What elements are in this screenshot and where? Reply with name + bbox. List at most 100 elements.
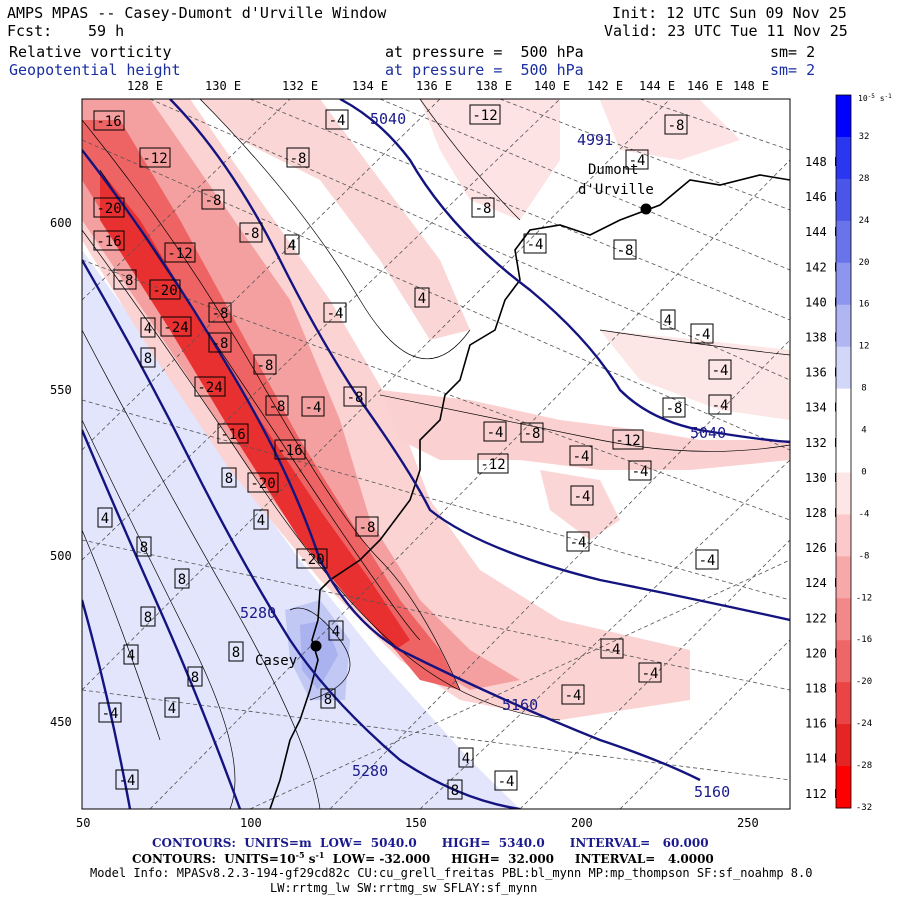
colorbar-swatch	[836, 346, 851, 390]
svg-text:-16: -16	[96, 234, 121, 250]
right-lon-label: 142 E	[805, 260, 841, 274]
colorbar-swatch	[836, 766, 851, 809]
negative-vorticity-ne-band	[600, 330, 790, 420]
init-time: Init: 12 UTC Sun 09 Nov 25	[612, 4, 847, 22]
svg-text:-4: -4	[305, 400, 322, 416]
vorticity-value-label: 8	[136, 536, 152, 557]
negative-vorticity-north-band	[420, 99, 560, 220]
left-y-axis: 600 550 500 450	[50, 216, 72, 729]
vorticity-value-label: 4	[660, 309, 676, 330]
lon-label: 128 E	[127, 79, 163, 93]
vorticity-value-label: -4	[566, 531, 590, 552]
vorticity-value-label: 4	[164, 697, 180, 718]
lon-label: 140 E	[534, 79, 570, 93]
svg-text:-4: -4	[102, 706, 119, 722]
c2-units-sexp: -1	[315, 850, 325, 860]
vorticity-value-label: -4	[523, 233, 547, 254]
vorticity-value-label: -4	[708, 394, 732, 415]
colorbar-label: -20	[856, 677, 872, 687]
right-lon-label: 140 E	[805, 295, 841, 309]
colorbar-label: 32	[859, 132, 870, 142]
svg-text:4: 4	[144, 321, 152, 337]
vorticity-value-label: 8	[174, 568, 190, 589]
svg-text:4: 4	[168, 701, 176, 717]
right-lon-label: 134 E	[805, 401, 841, 415]
svg-text:4: 4	[101, 511, 109, 527]
colorbar-label: -8	[859, 551, 870, 561]
height-label: 5160	[502, 696, 538, 714]
plot-area: Dumont d'Urville Casey 5040 4991 5040 52…	[82, 99, 790, 809]
colorbar-label: 0	[861, 468, 866, 478]
vorticity-value-label: -12	[612, 429, 644, 450]
svg-text:-4: -4	[632, 464, 649, 480]
vorticity-value-label: -4	[561, 684, 585, 705]
dumont-label-line2: d'Urville	[578, 182, 654, 198]
vorticity-value-label: -24	[160, 316, 192, 337]
vorticity-value-label: 8	[140, 606, 156, 627]
vorticity-value-label: -4	[638, 662, 662, 683]
footer-model-info: Model Info: MPASv8.2.3-194-gf29cd82c CU:…	[90, 866, 813, 880]
y-tick-label: 450	[50, 715, 72, 729]
colorbar-swatch	[836, 95, 851, 138]
c1-label: CONTOURS:	[152, 836, 236, 850]
vorticity-value-label: -4	[708, 359, 732, 380]
vorticity-value-label: -12	[139, 147, 171, 168]
right-lon-label: 122 E	[805, 611, 841, 625]
lon-label: 142 E	[587, 79, 623, 93]
vorticity-value-label: -8	[471, 197, 495, 218]
svg-text:8: 8	[144, 610, 152, 626]
vorticity-value-label: -4	[690, 323, 714, 344]
svg-text:-12: -12	[142, 151, 167, 167]
right-lon-label: 136 E	[805, 366, 841, 380]
vorticity-value-label: -20	[93, 197, 125, 218]
colorbar-unit: 10-5 s-1	[858, 93, 892, 103]
colorbar-label: 12	[859, 342, 870, 352]
colorbar-label: 28	[859, 174, 870, 184]
svg-text:8: 8	[225, 471, 233, 487]
svg-text:-8: -8	[666, 401, 683, 417]
negative-vorticity-east-band	[380, 390, 790, 470]
lon-label: 132 E	[282, 79, 318, 93]
svg-text:-4: -4	[565, 688, 582, 704]
right-lon-label: 130 E	[805, 471, 841, 485]
svg-text:-4: -4	[604, 642, 621, 658]
negative-vorticity-ne-patch	[600, 100, 740, 160]
lon-label: 146 E	[687, 79, 723, 93]
field2-level: at pressure = 500 hPa	[385, 61, 584, 79]
right-lon-label: 112 E	[805, 787, 841, 801]
svg-text:-4: -4	[694, 327, 711, 343]
vorticity-value-label: -8	[662, 397, 686, 418]
svg-text:4: 4	[288, 238, 296, 254]
vorticity-value-label: -12	[469, 104, 501, 125]
svg-text:-8: -8	[212, 306, 229, 322]
colorbar-label: -16	[856, 635, 872, 645]
vorticity-value-label: -4	[323, 302, 347, 323]
vorticity-value-label: 4	[253, 509, 269, 530]
height-label: 5040	[690, 424, 726, 442]
svg-text:8: 8	[191, 670, 199, 686]
svg-text:8: 8	[140, 540, 148, 556]
colorbar-label: -32	[856, 803, 872, 813]
colorbar-swatch	[836, 304, 851, 348]
vorticity-value-label: -8	[664, 114, 688, 135]
svg-text:-4: -4	[642, 666, 659, 682]
svg-text:-12: -12	[480, 457, 505, 473]
colorbar-swatch	[836, 262, 851, 306]
right-lon-label: 124 E	[805, 576, 841, 590]
svg-text:-12: -12	[167, 246, 192, 262]
colorbar-swatch	[836, 178, 851, 222]
vorticity-value-label: 4	[458, 747, 474, 768]
x-tick-label: 250	[737, 816, 759, 830]
vorticity-value-label: -20	[296, 548, 328, 569]
vorticity-value-label: -4	[570, 485, 594, 506]
right-lon-label: 116 E	[805, 717, 841, 731]
lon-label: 138 E	[476, 79, 512, 93]
x-tick-label: 50	[76, 816, 90, 830]
c2-units-s: s	[308, 852, 316, 866]
svg-text:4: 4	[418, 291, 426, 307]
vorticity-labels: -16 -12 -20 -16 -8 -12 -8 4 -8 -20 -8 -24 4 -8 -8 8 -8 -2…	[93, 104, 732, 800]
top-longitude-labels: 128 E 130 E 132 E 134 E 136 E 138 E 140 …	[127, 79, 769, 93]
svg-text:-4: -4	[487, 425, 504, 441]
height-labels: 5040 4991 5040 5280 5160 5280 5160	[240, 110, 730, 801]
